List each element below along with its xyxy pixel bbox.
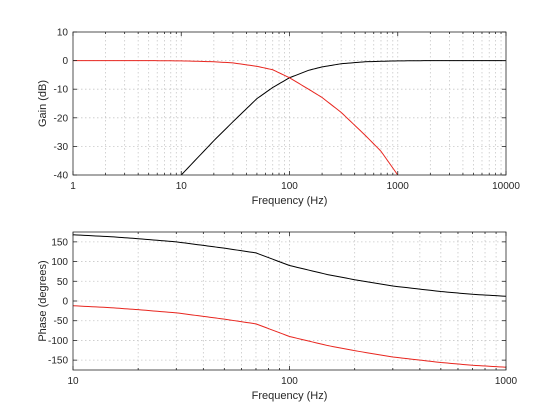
series-line-1 — [73, 234, 506, 297]
x-tick-label: 1000 — [495, 376, 518, 387]
y-tick-label: -50 — [54, 316, 69, 327]
y-axis-label: Gain (dB) — [37, 80, 49, 127]
y-tick-label: 100 — [51, 257, 68, 268]
chart-1: 1 10 100 1000 10000 -40 -30 -20 -10 0 10 Frequency … — [37, 28, 520, 208]
y-tick-label: -30 — [54, 142, 69, 153]
x-tick-label: 10 — [176, 181, 188, 192]
plot-area — [73, 32, 506, 175]
x-tick-label: 10000 — [492, 181, 520, 192]
y-tick-label: -150 — [48, 356, 68, 367]
y-tick-label: -10 — [54, 85, 69, 96]
y-tick-label: -40 — [54, 171, 69, 182]
x-tick-label: 1 — [70, 181, 76, 192]
y-tick-label: 0 — [62, 56, 68, 67]
x-tick-label: 10 — [67, 376, 79, 387]
y-axis-label: Phase (degrees) — [37, 260, 49, 341]
x-tick-label: 100 — [281, 181, 298, 192]
y-tick-label: 10 — [57, 28, 69, 39]
x-axis-label: Frequency (Hz) — [252, 390, 328, 402]
x-axis-label: Frequency (Hz) — [252, 195, 328, 207]
y-tick-label: 150 — [51, 237, 68, 248]
y-tick-label: 0 — [62, 297, 68, 308]
series-line-2 — [73, 305, 506, 368]
series-line-2 — [73, 60, 399, 175]
y-tick-label: 50 — [57, 277, 69, 288]
x-tick-label: 1000 — [387, 181, 410, 192]
series-line-1 — [180, 60, 506, 175]
y-tick-label: -20 — [54, 113, 69, 124]
y-tick-label: -100 — [48, 336, 68, 347]
chart-2: 10 100 1000 -150 -100 -50 0 50 100 150 Frequency (… — [37, 231, 518, 402]
x-tick-label: 100 — [281, 376, 298, 387]
